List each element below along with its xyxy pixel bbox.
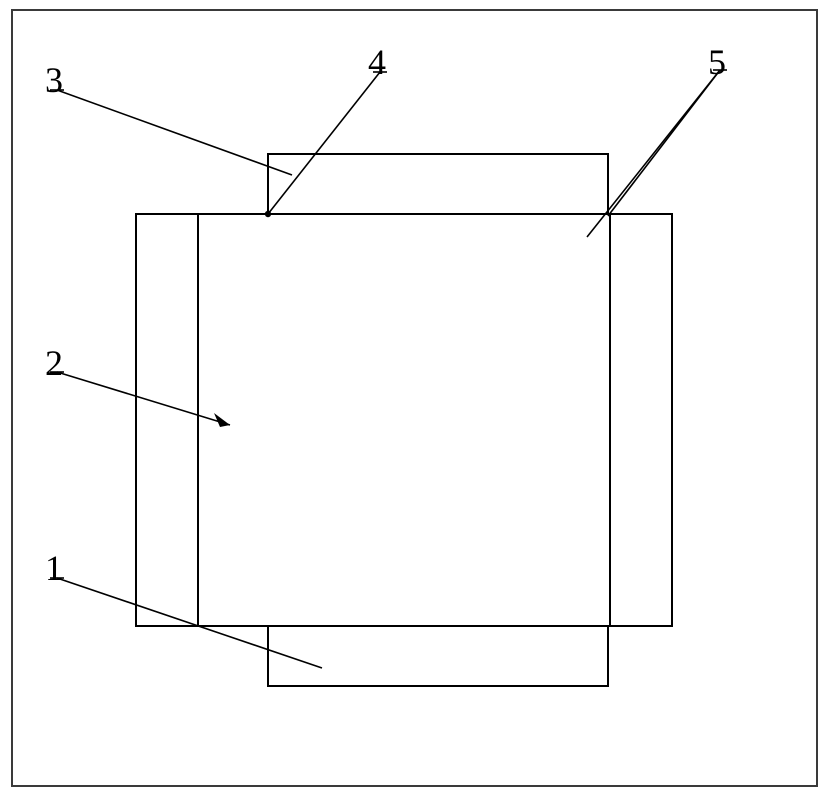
label-4: 4: [368, 44, 386, 80]
right-flap: [610, 214, 672, 626]
label-2: 2: [45, 345, 63, 381]
label-3: 3: [45, 62, 63, 98]
label-1: 1: [45, 550, 63, 586]
center-square: [198, 214, 610, 626]
leader-1: [57, 578, 322, 668]
bottom-flap: [268, 626, 608, 686]
top-flap: [268, 154, 608, 214]
left-flap: [136, 214, 198, 626]
outer-frame: [12, 10, 817, 786]
leader-2: [57, 372, 230, 425]
leader-4: [268, 72, 380, 214]
leader-3: [57, 90, 292, 175]
label-5: 5: [708, 44, 726, 80]
diagram-canvas: [0, 0, 828, 795]
